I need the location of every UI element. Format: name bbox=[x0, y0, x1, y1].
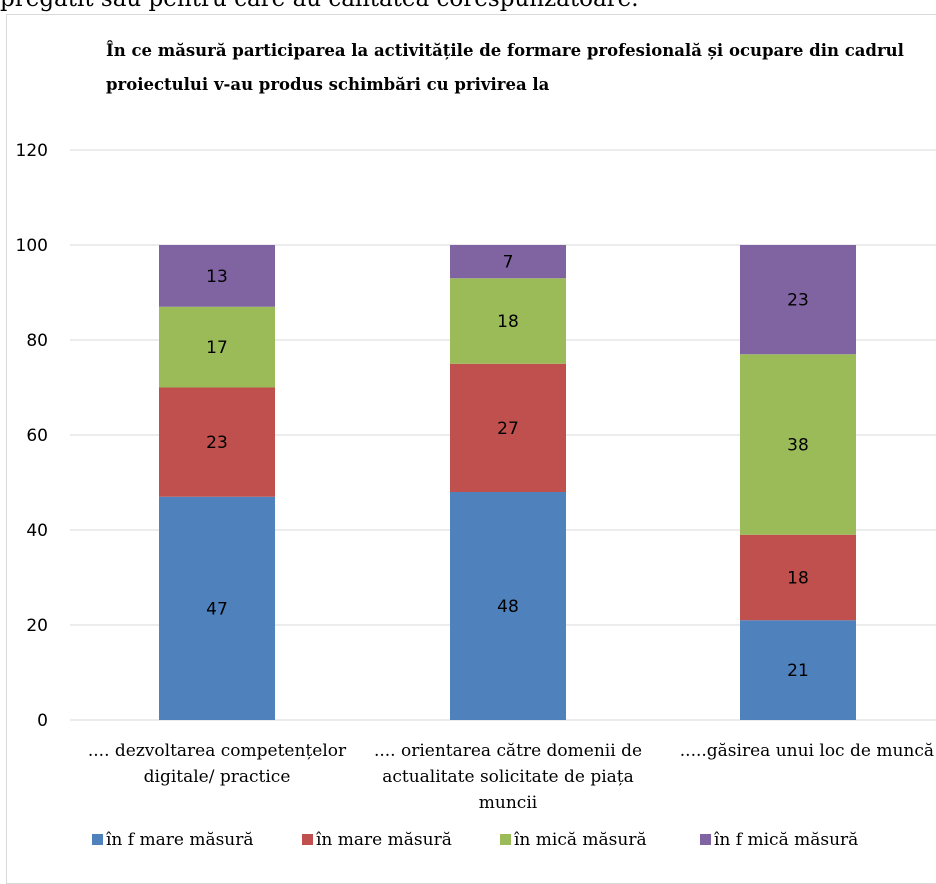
bar-segment bbox=[740, 534, 856, 621]
bar-segment bbox=[159, 387, 275, 497]
category-label: digitale/ practice bbox=[144, 767, 291, 787]
data-label: 38 bbox=[787, 436, 809, 456]
y-tick-label: 20 bbox=[26, 616, 48, 636]
legend-swatch bbox=[500, 834, 511, 845]
bar-segment bbox=[740, 354, 856, 535]
category-label: actualitate solicitate de piața bbox=[382, 767, 634, 787]
chart-title: În ce măsură participarea la activitățil… bbox=[106, 40, 904, 94]
data-label: 7 bbox=[503, 253, 514, 273]
top-page-text: pregătit sau pentru care au calitatea co… bbox=[0, 0, 936, 18]
bar-segment bbox=[159, 245, 275, 307]
category-label: .... dezvoltarea competențelor bbox=[88, 741, 347, 761]
y-tick-label: 40 bbox=[26, 521, 48, 541]
category-label: .....găsirea unui loc de muncă bbox=[680, 741, 934, 761]
y-tick-label: 0 bbox=[37, 711, 48, 731]
chart-title-line-1: În ce măsură participarea la activitățil… bbox=[106, 40, 904, 60]
bar-segment bbox=[450, 492, 566, 720]
data-label: 23 bbox=[206, 433, 228, 453]
bar-segment bbox=[740, 245, 856, 355]
bar-segment bbox=[450, 245, 566, 279]
bar-segment bbox=[740, 620, 856, 720]
bar-segment bbox=[159, 496, 275, 720]
category-label: muncii bbox=[479, 793, 538, 813]
data-label: 13 bbox=[206, 267, 228, 287]
legend-label: în mare măsură bbox=[316, 830, 452, 850]
bar-segment bbox=[450, 363, 566, 492]
bar-segment bbox=[450, 278, 566, 364]
y-tick-label: 60 bbox=[26, 426, 48, 446]
data-label: 23 bbox=[787, 291, 809, 311]
legend-label: în mică măsură bbox=[514, 830, 647, 850]
chart-title-line-2: proiectului v-au produs schimbări cu pri… bbox=[106, 75, 550, 94]
legend-label: în f mare măsură bbox=[106, 830, 254, 850]
data-label: 18 bbox=[787, 569, 809, 589]
legend-label: în f mică măsură bbox=[714, 830, 858, 850]
data-label: 47 bbox=[206, 599, 228, 619]
y-tick-label: 80 bbox=[26, 331, 48, 351]
legend-swatch bbox=[302, 834, 313, 845]
category-label: .... orientarea către domenii de bbox=[374, 741, 642, 761]
data-label: 17 bbox=[206, 338, 228, 358]
data-label: 18 bbox=[497, 312, 519, 332]
data-label: 48 bbox=[497, 597, 519, 617]
data-label: 27 bbox=[497, 419, 519, 439]
y-tick-label: 100 bbox=[16, 236, 48, 256]
y-tick-label: 120 bbox=[16, 141, 48, 161]
data-label: 21 bbox=[787, 661, 809, 681]
bar-segment bbox=[159, 306, 275, 388]
legend-swatch bbox=[700, 834, 711, 845]
legend-swatch bbox=[92, 834, 103, 845]
